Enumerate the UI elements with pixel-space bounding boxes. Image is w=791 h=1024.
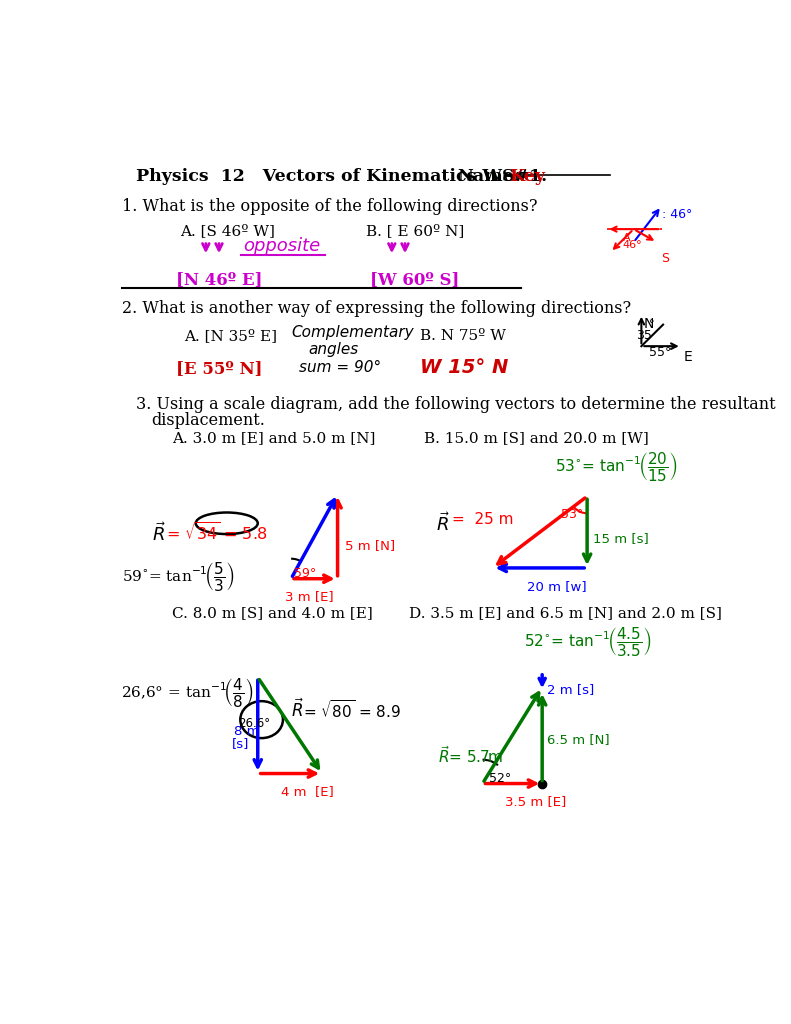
Text: sum = 90°: sum = 90° (299, 360, 381, 375)
Text: 6.5 m [N]: 6.5 m [N] (547, 733, 609, 745)
Text: $\vec{R}$: $\vec{R}$ (152, 522, 165, 545)
Text: 1. What is the opposite of the following directions?: 1. What is the opposite of the following… (122, 199, 538, 215)
Text: 59°: 59° (294, 567, 316, 581)
Text: displacement.: displacement. (152, 412, 266, 429)
Text: Complementary: Complementary (291, 325, 414, 340)
Text: 3 m [E]: 3 m [E] (285, 590, 333, 603)
Text: $\vec{R}$= 5.7m: $\vec{R}$= 5.7m (437, 745, 503, 766)
Text: 26,6° = tan$^{-1}$$\!\left(\dfrac{4}{8}\right)$: 26,6° = tan$^{-1}$$\!\left(\dfrac{4}{8}\… (120, 676, 253, 709)
Text: 3.5 m [E]: 3.5 m [E] (505, 795, 566, 808)
Text: 59$^{\circ}$= tan$^{-1}$$\!\left(\dfrac{5}{3}\right)$: 59$^{\circ}$= tan$^{-1}$$\!\left(\dfrac{… (122, 560, 235, 593)
Text: 52°: 52° (489, 772, 511, 785)
Text: $\vec{R}$: $\vec{R}$ (436, 512, 450, 536)
Text: C. 8.0 m [S] and 4.0 m [E]: C. 8.0 m [S] and 4.0 m [E] (172, 606, 373, 621)
Text: Physics  12   Vectors of Kinematics WS#1.: Physics 12 Vectors of Kinematics WS#1. (136, 168, 547, 184)
Text: [N 46º E]: [N 46º E] (176, 270, 263, 288)
Text: $\vec{R}$: $\vec{R}$ (291, 698, 305, 721)
Text: S: S (661, 252, 669, 265)
Text: = $\sqrt{34}$ = 5.8: = $\sqrt{34}$ = 5.8 (165, 522, 267, 544)
Text: [W 60º S]: [W 60º S] (370, 270, 460, 288)
Text: 8 m: 8 m (234, 725, 260, 738)
Text: 53°: 53° (561, 508, 583, 521)
Text: 2 m [s]: 2 m [s] (547, 683, 594, 696)
Text: 3. Using a scale diagram, add the following vectors to determine the resultant: 3. Using a scale diagram, add the follow… (136, 396, 776, 414)
Text: 35: 35 (636, 330, 652, 342)
Text: = $\sqrt{80}$ = 8.9: = $\sqrt{80}$ = 8.9 (304, 698, 401, 721)
Text: 53$^{\circ}$= tan$^{-1}$$\!\left(\dfrac{20}{15}\right)$: 53$^{\circ}$= tan$^{-1}$$\!\left(\dfrac{… (554, 451, 677, 483)
Text: 20 m [w]: 20 m [w] (527, 581, 586, 593)
Text: 2. What is another way of expressing the following directions?: 2. What is another way of expressing the… (122, 300, 631, 317)
Text: E: E (683, 350, 692, 364)
Text: 5 m [N]: 5 m [N] (346, 539, 396, 552)
Text: A: A (623, 233, 630, 243)
Text: =  25 m: = 25 m (452, 512, 513, 527)
Text: : 46°: : 46° (661, 208, 692, 220)
Text: B. [ E 60º N]: B. [ E 60º N] (366, 224, 464, 239)
Text: [E 55º N]: [E 55º N] (176, 360, 263, 377)
Text: D. 3.5 m [E] and 6.5 m [N] and 2.0 m [S]: D. 3.5 m [E] and 6.5 m [N] and 2.0 m [S] (409, 606, 721, 621)
Text: 46°: 46° (623, 240, 642, 250)
Text: 26.6°: 26.6° (238, 718, 270, 730)
Text: 15 m [s]: 15 m [s] (593, 532, 649, 546)
Text: 55°: 55° (649, 346, 672, 359)
Text: 52$^{\circ}$= tan$^{-1}$$\!\left(\dfrac{4.5}{3.5}\right)$: 52$^{\circ}$= tan$^{-1}$$\!\left(\dfrac{… (524, 625, 651, 658)
Text: N: N (644, 316, 654, 331)
Text: A. 3.0 m [E] and 5.0 m [N]: A. 3.0 m [E] and 5.0 m [N] (172, 431, 376, 444)
Text: A. [S 46º W]: A. [S 46º W] (180, 224, 275, 239)
Text: opposite: opposite (243, 237, 320, 255)
Text: 4 m  [E]: 4 m [E] (281, 785, 334, 798)
Text: W 15° N: W 15° N (421, 357, 509, 377)
Text: °: ° (649, 319, 655, 330)
Text: Name:: Name: (457, 168, 520, 184)
Text: Key: Key (509, 168, 546, 184)
Text: B. 15.0 m [S] and 20.0 m [W]: B. 15.0 m [S] and 20.0 m [W] (425, 431, 649, 444)
Text: A. [N 35º E]: A. [N 35º E] (184, 330, 277, 343)
Text: angles: angles (308, 342, 358, 356)
Text: B. N 75º W: B. N 75º W (421, 330, 506, 343)
Text: [s]: [s] (233, 737, 249, 751)
